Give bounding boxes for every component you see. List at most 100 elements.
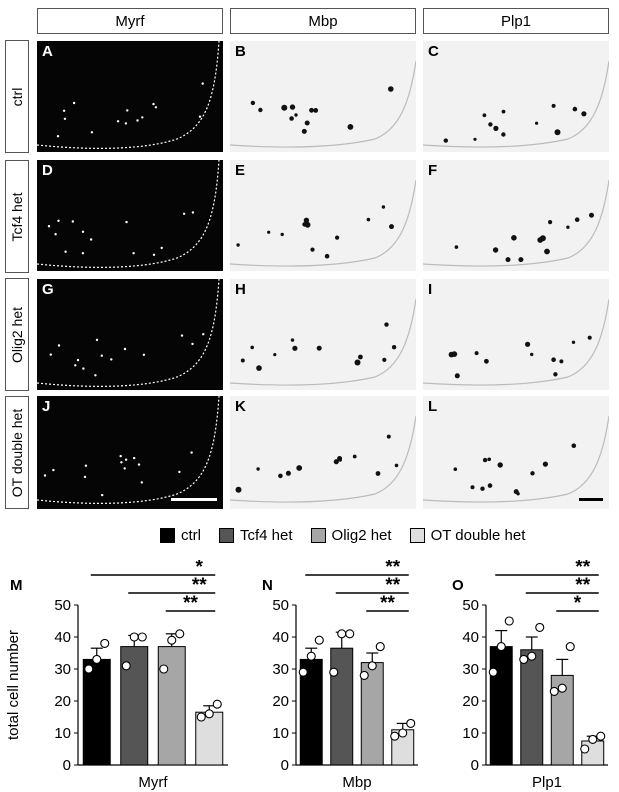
labeled-cell (443, 138, 448, 143)
labeled-cell (492, 247, 499, 253)
data-point (100, 638, 110, 648)
micrograph-panel-b: B (230, 41, 416, 152)
labeled-cell (571, 340, 576, 344)
panel-letter: F (428, 162, 438, 179)
labeled-cell (316, 345, 322, 351)
y-tick-label: 50 (54, 597, 71, 614)
legend-swatch-olig2 (310, 528, 326, 543)
labeled-cell (571, 443, 577, 448)
labeled-cell (140, 481, 143, 484)
labeled-cell (76, 358, 80, 362)
labeled-cell (94, 374, 97, 377)
tissue-boundary (230, 179, 416, 267)
labeled-cell (389, 224, 394, 230)
bar-olig2-het (550, 674, 574, 766)
scale-bar (171, 498, 217, 501)
labeled-cell (473, 137, 477, 141)
panel-letter: E (235, 162, 246, 179)
labeled-cell (366, 217, 371, 222)
micrograph-panel-l: L (423, 396, 609, 509)
data-point (337, 629, 347, 639)
micrograph-image (423, 60, 609, 148)
labeled-cell (281, 104, 288, 111)
labeled-cell (454, 245, 459, 249)
data-point (535, 622, 545, 632)
data-point (204, 709, 214, 719)
bar-ctrl (82, 658, 111, 766)
data-point (367, 661, 377, 671)
labeled-cell (488, 122, 493, 127)
labeled-cell (301, 128, 307, 134)
data-point (565, 642, 575, 652)
labeled-cell (54, 233, 57, 236)
labeled-cell (49, 353, 52, 356)
data-point (84, 664, 94, 674)
labeled-cell (198, 115, 202, 118)
labeled-cell (250, 345, 254, 350)
labeled-cell (100, 354, 103, 357)
micrograph-image (37, 279, 220, 387)
labeled-cell (333, 459, 339, 465)
labeled-cell (544, 248, 550, 255)
data-point (527, 651, 537, 661)
labeled-cell (154, 106, 158, 109)
labeled-cell (289, 116, 294, 121)
legend-swatch-tcf4 (219, 528, 234, 543)
labeled-cell (120, 461, 123, 464)
micrograph-panel-d: D (37, 160, 223, 271)
labeled-cell (240, 358, 245, 363)
labeled-cell (56, 135, 60, 138)
data-point (488, 667, 498, 677)
data-point (212, 699, 222, 709)
labeled-cell (551, 103, 556, 108)
labeled-cell (518, 257, 524, 263)
labeled-cell (294, 113, 298, 117)
panel-letter: J (42, 398, 51, 415)
labeled-cell (304, 120, 310, 126)
labeled-cell (335, 235, 340, 240)
column-header-myrf: Myrf (37, 8, 223, 34)
tissue-boundary (37, 279, 220, 387)
micrograph-image (230, 60, 416, 148)
micrograph-image (423, 298, 609, 386)
y-tick-label: 30 (272, 661, 289, 678)
tissue-boundary (423, 415, 609, 503)
significance-label: ** (385, 575, 400, 596)
micrograph-image (37, 396, 220, 504)
labeled-cell (250, 100, 256, 106)
labeled-cell (474, 351, 479, 356)
labeled-cell (553, 372, 558, 377)
labeled-cell (182, 212, 186, 215)
y-tick-label: 40 (462, 629, 479, 646)
y-tick-label: 10 (272, 725, 289, 742)
significance-label: ** (385, 560, 400, 578)
labeled-cell (535, 121, 539, 125)
legend-item-olig2: Olig2 het (310, 527, 392, 544)
labeled-cell (72, 101, 76, 105)
y-tick-label: 20 (462, 693, 479, 710)
bar-tcf4-het (330, 647, 354, 766)
y-axis-label: total cell number (5, 630, 22, 740)
data-point (129, 632, 139, 642)
labeled-cell (587, 335, 592, 340)
legend-item-tcf4: Tcf4 het (219, 527, 293, 544)
labeled-cell (484, 358, 489, 364)
labeled-cell (505, 257, 511, 263)
row-label-ot-double-het: OT double het (5, 396, 29, 509)
labeled-cell (152, 102, 155, 106)
labeled-cell (303, 217, 310, 223)
labeled-cell (256, 467, 260, 471)
labeled-cell (191, 342, 194, 346)
micrograph-panel-k: K (230, 396, 416, 509)
labeled-cell (123, 467, 126, 470)
labeled-cell (152, 253, 156, 256)
data-point (137, 632, 147, 642)
labeled-cell (101, 493, 104, 497)
tissue-boundary (230, 415, 416, 503)
panel-letter: K (235, 398, 246, 415)
labeled-cell (57, 219, 60, 222)
labeled-cell (292, 345, 298, 351)
data-point (196, 712, 206, 722)
y-tick-label: 20 (272, 693, 289, 710)
y-tick-label: 40 (54, 629, 71, 646)
